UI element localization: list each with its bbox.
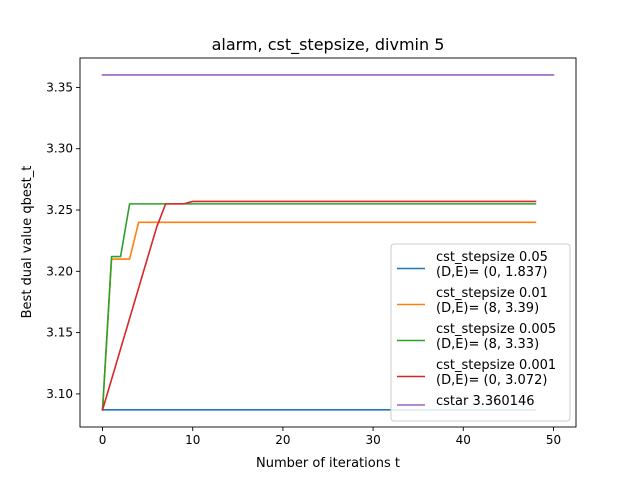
x-tick-label: 40 bbox=[456, 433, 471, 447]
legend-label-3: cst_stepsize 0.001 bbox=[436, 358, 556, 373]
series-line-3 bbox=[101, 200, 537, 411]
legend-label-1: cst_stepsize 0.01 bbox=[436, 286, 548, 301]
y-tick-label: 3.10 bbox=[46, 387, 73, 401]
axes-frame bbox=[79, 57, 577, 428]
series-line-2 bbox=[101, 203, 537, 411]
x-tick-label: 20 bbox=[275, 433, 290, 447]
legend-box bbox=[390, 243, 571, 422]
plot-area: 0 10 20 30 40 50 3.10 3.15 3.20 3.25 3.30 3.35 cst_s… bbox=[46, 57, 577, 447]
legend-label-4: cstar 3.360146 bbox=[436, 394, 535, 409]
legend-label-3: (D,E)= (0, 3.072) bbox=[436, 373, 547, 388]
x-tick-label: 30 bbox=[365, 433, 380, 447]
legend-label-0: cst_stepsize 0.05 bbox=[436, 250, 548, 265]
chart-title: alarm, cst_stepsize, divmin 5 bbox=[212, 35, 445, 55]
y-tick-label: 3.35 bbox=[46, 80, 73, 94]
legend-label-0: (D,E)= (0, 1.837) bbox=[436, 265, 547, 280]
y-axis-label: Best dual value qbest_t bbox=[20, 166, 35, 319]
legend-label-2: (D,E)= (8, 3.33) bbox=[436, 337, 539, 352]
x-tick-label: 10 bbox=[185, 433, 200, 447]
x-tick-label: 0 bbox=[99, 433, 107, 447]
legend-label-2: cst_stepsize 0.005 bbox=[436, 322, 556, 337]
legend-label-1: (D,E)= (8, 3.39) bbox=[436, 301, 539, 316]
y-tick-label: 3.30 bbox=[46, 142, 73, 156]
x-tick-label: 50 bbox=[546, 433, 561, 447]
y-tick-label: 3.15 bbox=[46, 326, 73, 340]
y-tick-label: 3.25 bbox=[46, 203, 73, 217]
x-axis-label: Number of iterations t bbox=[256, 456, 400, 471]
y-tick-label: 3.20 bbox=[46, 264, 73, 278]
